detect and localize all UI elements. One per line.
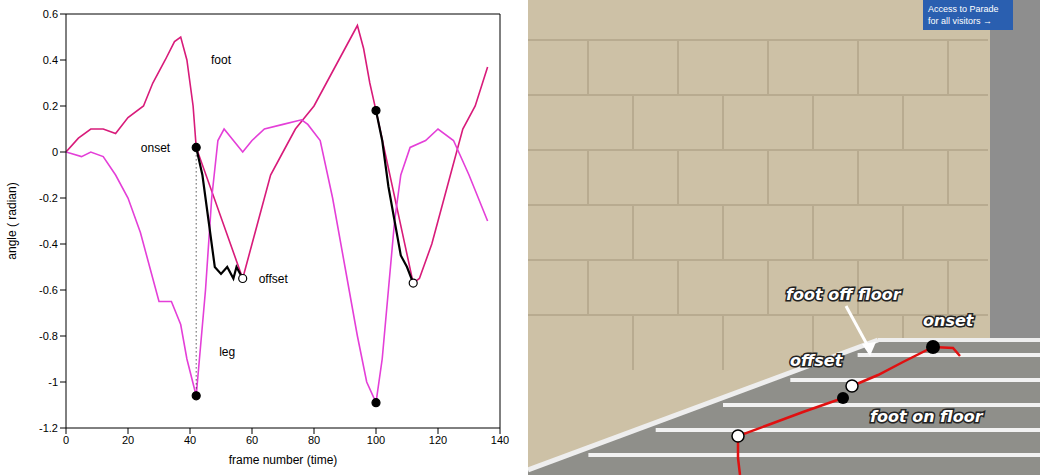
svg-text:offset: offset	[790, 351, 844, 370]
svg-text:0.2: 0.2	[43, 100, 58, 112]
svg-text:-0.2: -0.2	[39, 192, 58, 204]
svg-text:offset: offset	[259, 272, 289, 286]
svg-text:foot: foot	[211, 53, 232, 67]
svg-text:onset: onset	[141, 141, 171, 155]
svg-text:0.6: 0.6	[43, 8, 58, 20]
svg-text:for all visitors →: for all visitors →	[928, 16, 992, 26]
svg-text:0: 0	[52, 146, 58, 158]
svg-text:100: 100	[367, 434, 385, 446]
svg-text:-0.8: -0.8	[39, 330, 58, 342]
svg-text:-0.6: -0.6	[39, 284, 58, 296]
svg-text:foot off floor: foot off floor	[786, 285, 902, 304]
svg-text:0: 0	[63, 434, 69, 446]
svg-text:40: 40	[184, 434, 196, 446]
svg-text:60: 60	[246, 434, 258, 446]
svg-text:-1: -1	[48, 376, 58, 388]
svg-text:140: 140	[491, 434, 509, 446]
svg-text:120: 120	[429, 434, 447, 446]
svg-text:onset: onset	[923, 311, 975, 330]
svg-text:0.4: 0.4	[43, 54, 58, 66]
svg-text:foot on floor: foot on floor	[870, 407, 984, 426]
svg-text:frame number (time): frame number (time)	[229, 453, 338, 467]
svg-text:Access to Parade: Access to Parade	[928, 4, 999, 14]
svg-text:angle ( radian): angle ( radian)	[5, 182, 19, 259]
svg-text:-0.4: -0.4	[39, 238, 58, 250]
svg-text:leg: leg	[219, 345, 235, 359]
svg-text:20: 20	[122, 434, 134, 446]
svg-text:-1.2: -1.2	[39, 422, 58, 434]
svg-text:80: 80	[308, 434, 320, 446]
